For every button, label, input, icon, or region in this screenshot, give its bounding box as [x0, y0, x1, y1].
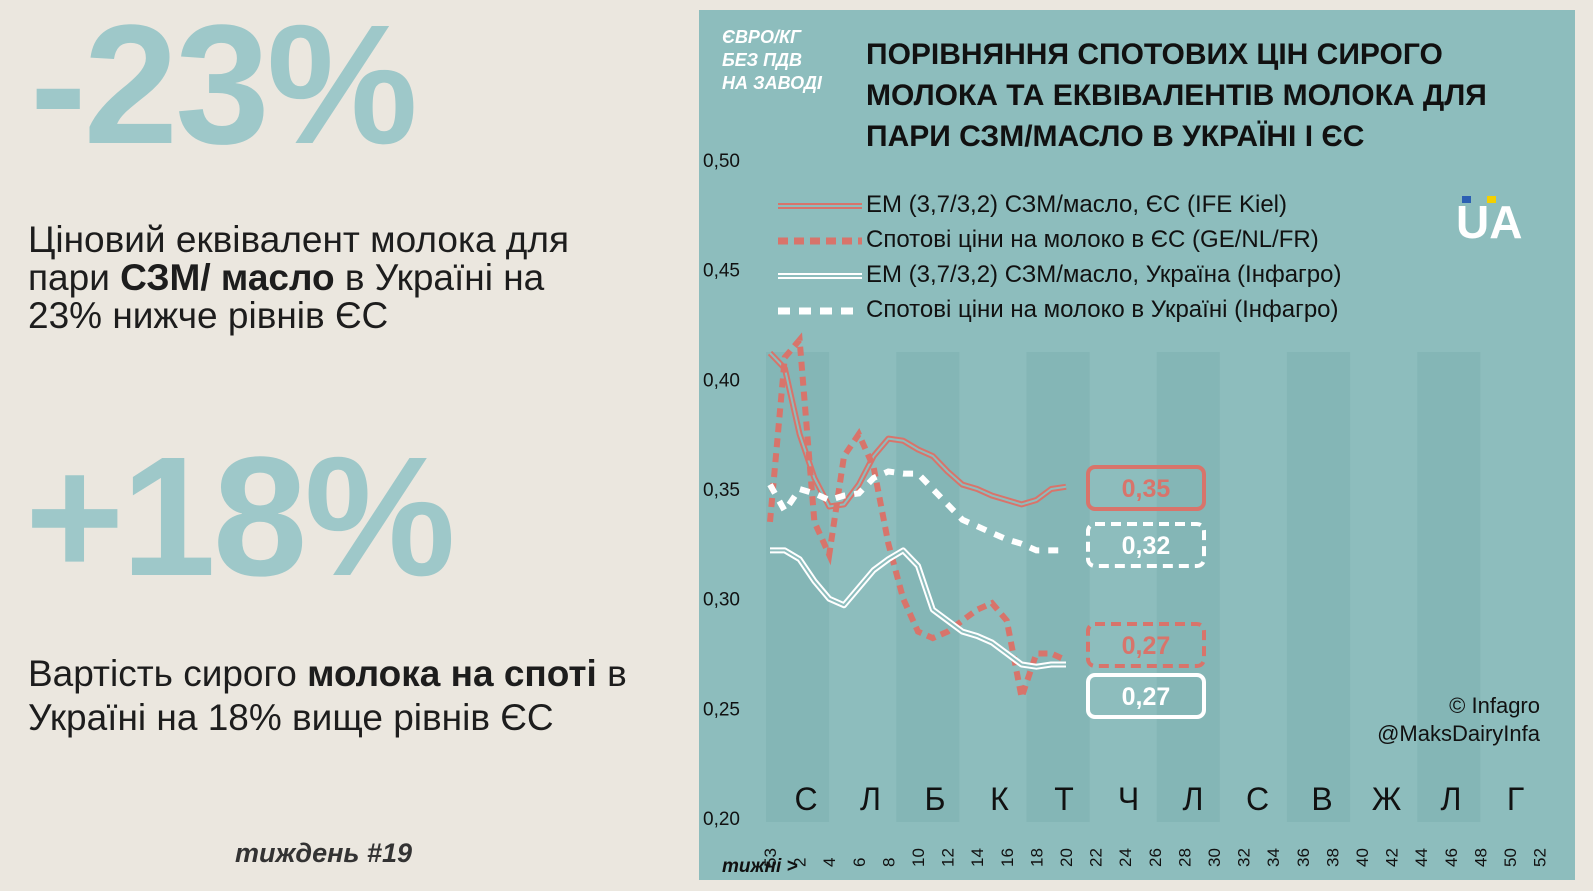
end-value-label: 0,27 [1122, 683, 1171, 711]
end-value-box [1086, 465, 1206, 511]
x-tick-label: 22 [1087, 848, 1106, 867]
month-label: Л [1183, 781, 1204, 817]
stat-spot-difference-value: +18% [25, 422, 456, 612]
end-value-box [1086, 673, 1206, 719]
ua-logo-icon: UA [1456, 196, 1522, 240]
x-tick-label: 16 [998, 848, 1017, 867]
legend-item-eu-equivalent: ЕМ (3,7/3,2) СЗМ/масло, ЄС (IFE Kiel) [866, 191, 1287, 218]
month-band [1026, 352, 1090, 822]
x-tick-label: 14 [968, 848, 987, 867]
x-tick-label: 34 [1264, 848, 1283, 867]
month-label: Б [925, 781, 946, 817]
y-tick-label: 0,50 [703, 151, 740, 172]
x-tick-label: 48 [1471, 848, 1490, 867]
logo-text: UA [1456, 196, 1522, 240]
month-label: Ч [1118, 781, 1139, 817]
stat-eu-difference-value: -23% [30, 0, 418, 180]
x-tick-label: 20 [1057, 848, 1076, 867]
x-tick-label: 53 [761, 848, 780, 867]
stat-text-part: Вартість сирого [28, 653, 308, 694]
month-label: Л [860, 781, 881, 817]
x-tick-label: 10 [909, 848, 928, 867]
x-tick-label: 40 [1353, 848, 1372, 867]
x-tick-label: 50 [1501, 848, 1520, 867]
y-tick-label: 0,40 [703, 370, 740, 391]
month-band [1286, 352, 1351, 822]
stat-text-part: в Україні на 18% вище рівнів ЄС [28, 653, 627, 738]
end-value-box [1086, 622, 1206, 668]
x-tick-label: 42 [1383, 848, 1402, 867]
x-tick-label: 12 [939, 848, 958, 867]
stat-spot-difference-text: Вартість сирого молока на споті в Україн… [28, 652, 628, 740]
credit-line: © Infagro [1449, 693, 1540, 718]
month-band [1156, 352, 1220, 822]
x-tick-label: 8 [879, 858, 898, 867]
month-label: К [990, 781, 1009, 817]
series-line-dashed [767, 468, 1066, 554]
month-label: Л [1441, 781, 1462, 817]
x-tick-label: 4 [820, 858, 839, 867]
x-tick-label: 52 [1531, 848, 1550, 867]
legend-item-eu-spot: Спотові ціни на молоко в ЄС (GE/NL/FR) [866, 226, 1319, 253]
x-tick-label: 24 [1116, 848, 1135, 867]
series-line-inner [770, 549, 1066, 668]
stat-eu-difference-text: Ціновий еквівалент молока для пари СЗМ/ … [28, 221, 628, 335]
y-tick-label: 0,45 [703, 261, 740, 282]
end-value-box [1086, 522, 1206, 568]
end-value-label: 0,27 [1122, 632, 1171, 660]
month-label: Ж [1372, 781, 1402, 817]
x-tick-label: 44 [1412, 848, 1431, 867]
series-line-dashed [767, 332, 1068, 710]
week-label: тиждень #19 [235, 838, 412, 868]
end-value-label: 0,35 [1122, 475, 1171, 503]
x-tick-label: 18 [1027, 848, 1046, 867]
end-value-label: 0,32 [1122, 532, 1171, 560]
y-tick-label: 0,35 [703, 480, 740, 501]
legend-item-ua-equivalent: ЕМ (3,7/3,2) СЗМ/масло, Україна (Інфагро… [866, 261, 1342, 288]
y-tick-label: 0,20 [703, 809, 740, 830]
month-band [1417, 352, 1481, 822]
stat-text-part: в Україні на 23% нижче рівнів ЄС [28, 257, 545, 336]
x-tick-label: 2 [791, 858, 810, 867]
x-tick-label: 30 [1205, 848, 1224, 867]
credit-line: @MaksDairyInfa [1377, 721, 1540, 746]
month-label: С [794, 781, 817, 817]
month-label: Т [1054, 781, 1074, 817]
month-label: Г [1507, 781, 1524, 817]
stat-text-part: Ціновий еквівалент молока для пари [28, 219, 570, 298]
x-tick-label: 32 [1235, 848, 1254, 867]
y-axis-label-line: НА ЗАВОДІ [722, 73, 822, 93]
x-tick-label: 6 [850, 858, 869, 867]
y-tick-label: 0,25 [703, 699, 740, 720]
x-tick-label: 26 [1146, 848, 1165, 867]
month-label: В [1311, 781, 1332, 817]
y-axis-label: ЄВРО/КГ БЕЗ ПДВ НА ЗАВОДІ [722, 26, 862, 95]
stat-text-bold: СЗМ/ масло [120, 257, 335, 298]
x-tick-label: 46 [1442, 848, 1461, 867]
y-axis-label-line: БЕЗ ПДВ [722, 50, 803, 70]
chart-title: ПОРІВНЯННЯ СПОТОВИХ ЦІН СИРОГО МОЛОКА ТА… [866, 38, 1487, 153]
series-line-inner [769, 352, 1067, 508]
x-tick-label: 38 [1323, 848, 1342, 867]
credit-block: © Infagro @MaksDairyInfa [1340, 692, 1540, 748]
summary-panel: -23% Ціновий еквівалент молока для пари … [0, 0, 690, 891]
y-axis-label-line: ЄВРО/КГ [722, 27, 802, 47]
legend-item-ua-spot: Спотові ціни на молоко в Україні (Інфагр… [866, 296, 1339, 323]
x-axis-label: тижні > [722, 856, 798, 877]
x-tick-label: 28 [1175, 848, 1194, 867]
stat-text-bold: молока на споті [307, 653, 597, 694]
x-tick-label: 36 [1294, 848, 1313, 867]
month-label: С [1246, 781, 1269, 817]
y-tick-label: 0,30 [703, 590, 740, 611]
